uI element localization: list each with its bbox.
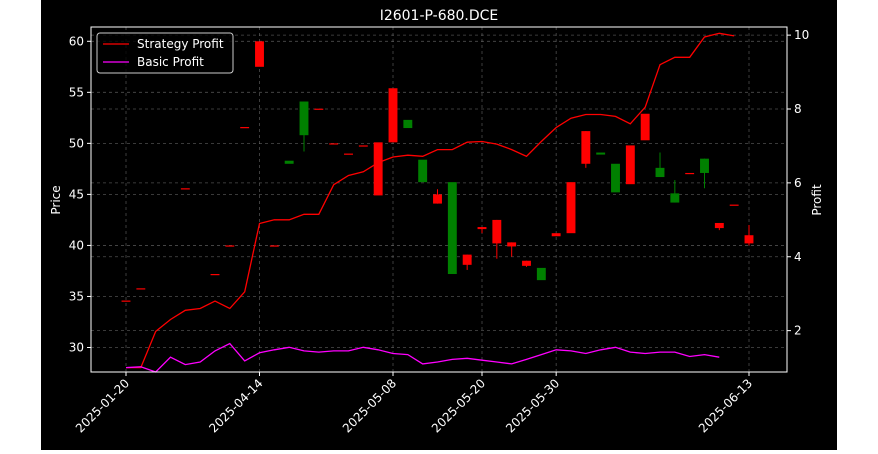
legend-label-basic: Basic Profit (137, 55, 204, 69)
y2-tick-label: 2 (794, 324, 802, 338)
x-tick-label: 2025-04-14 (206, 376, 265, 435)
candle-body (447, 182, 457, 275)
candle-body (625, 145, 635, 185)
candle-body (551, 233, 561, 237)
candle-body (596, 152, 606, 155)
chart-figure: 30 35 40 45 50 55 60 2 4 6 8 10 2025-01-20 2025-04-… (41, 0, 837, 450)
y-axis-label-left: Price (49, 185, 63, 214)
legend-box (96, 32, 234, 74)
y-axis-left: 30 35 40 45 50 55 60 (69, 34, 91, 355)
candle-body (403, 119, 413, 129)
candle-body (388, 88, 398, 143)
basic-profit-line (125, 342, 720, 373)
strategy-profit-line (126, 32, 735, 369)
candlestick-chart: 30 35 40 45 50 55 60 2 4 6 8 10 2025-01-20 2025-04-… (49, 8, 824, 435)
candle-body (284, 160, 294, 164)
y-tick-label: 55 (69, 85, 84, 99)
profit-lines (125, 32, 735, 373)
y-tick-label: 30 (69, 341, 84, 355)
y2-tick-label: 4 (794, 250, 802, 264)
chart-title: I2601-P-680.DCE (380, 8, 499, 24)
legend-label-strategy: Strategy Profit (137, 37, 224, 51)
candle-body (225, 245, 235, 247)
y-axis-label-right: Profit (810, 184, 824, 216)
x-tick-label: 2025-05-08 (340, 376, 399, 435)
y-tick-label: 40 (69, 238, 84, 252)
candle-body (210, 274, 220, 276)
candle-body (462, 254, 472, 265)
candle-body (373, 142, 383, 196)
candle-body (136, 288, 146, 290)
candle-body (685, 172, 695, 175)
legend: Strategy Profit Basic Profit (96, 32, 234, 74)
x-tick-label: 2025-06-13 (696, 376, 755, 435)
candle-body (492, 219, 502, 244)
candle-body (714, 222, 724, 229)
x-tick-label: 2025-05-20 (429, 376, 488, 435)
candle-body (418, 159, 428, 183)
candle-body (655, 167, 665, 178)
y2-tick-label: 8 (794, 102, 802, 116)
candle-body (729, 204, 739, 206)
candle-body (433, 194, 442, 204)
candle-body (507, 242, 517, 247)
candle-body (581, 131, 591, 164)
candle-body (358, 145, 368, 147)
candle-body (314, 108, 324, 110)
candle-body (640, 113, 650, 141)
y-axis-right: 2 4 6 8 10 (787, 28, 809, 338)
y-tick-label: 60 (69, 34, 84, 48)
candle-body (180, 188, 190, 190)
candle-body (344, 153, 353, 155)
candle-body (240, 127, 250, 129)
candle-body (299, 101, 309, 136)
candle-body (611, 163, 620, 193)
candle-body (670, 193, 680, 203)
y-tick-label: 50 (69, 136, 84, 150)
plot-area-frame (90, 26, 788, 373)
candle-body (255, 41, 264, 67)
y2-tick-label: 6 (794, 176, 802, 190)
candle-body (329, 143, 339, 145)
x-axis: 2025-01-20 2025-04-14 2025-05-08 2025-05-20… (73, 372, 755, 435)
candle-body (121, 300, 131, 302)
y-tick-label: 35 (69, 289, 84, 303)
candle-body (522, 260, 531, 266)
y2-tick-label: 10 (794, 28, 809, 42)
y-tick-label: 45 (69, 187, 84, 201)
x-tick-label: 2025-01-20 (73, 376, 132, 435)
candle-body (566, 182, 576, 234)
x-tick-label: 2025-05-30 (503, 376, 562, 435)
candle-body (536, 267, 546, 281)
candle-body (744, 235, 754, 244)
candle-body (477, 227, 487, 230)
candle-body (269, 245, 279, 247)
candles (121, 41, 754, 302)
candle-body (700, 158, 709, 173)
